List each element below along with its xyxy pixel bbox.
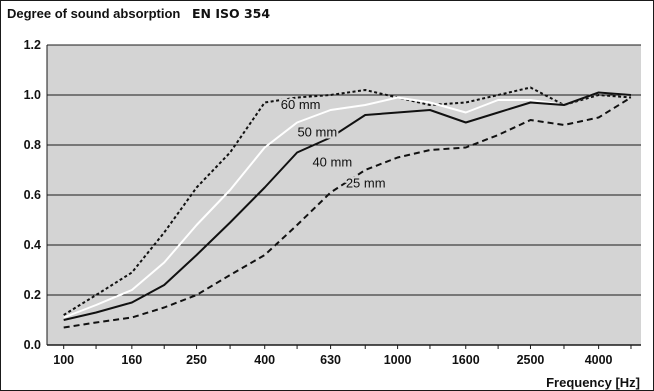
series-line xyxy=(63,91,632,319)
y-tick-label: 0.2 xyxy=(24,288,41,302)
x-tick-label: 4000 xyxy=(585,353,613,367)
y-tick-label: 0.4 xyxy=(24,238,41,252)
series-label: 60 mm xyxy=(281,97,321,112)
y-tick-label: 1.0 xyxy=(24,88,41,102)
x-tick-label: 630 xyxy=(320,353,341,367)
x-tick-label: 400 xyxy=(254,353,275,367)
x-tick-label: 1000 xyxy=(384,353,412,367)
y-tick-label: 0.6 xyxy=(24,188,41,202)
series-label: 25 mm xyxy=(346,176,386,191)
x-tick-label: 2500 xyxy=(517,353,545,367)
series-line xyxy=(63,86,632,316)
y-tick-label: 1.2 xyxy=(24,38,41,52)
series-labels: 60 mm 50 mm 40 mm 25 mm xyxy=(279,95,388,193)
x-tick-label: 160 xyxy=(121,353,142,367)
series-label: 50 mm xyxy=(297,124,337,139)
y-tick-label: 0.0 xyxy=(24,338,41,352)
x-tick-label: 1600 xyxy=(452,353,480,367)
series-label: 40 mm xyxy=(312,154,352,169)
x-axis-label: Frequency [Hz] xyxy=(546,375,640,390)
chart-title: Degree of sound absorption xyxy=(7,6,180,21)
axis-ticks: 0.0 0.2 0.4 0.6 0.8 1.0 1.2 100 160 250 400 630 1000… xyxy=(24,38,613,367)
series-line xyxy=(63,91,632,321)
series-lines xyxy=(63,86,632,329)
x-tick-label: 250 xyxy=(186,353,207,367)
chart-subtitle: EN ISO 354 xyxy=(192,6,270,21)
x-tick-label: 100 xyxy=(53,353,74,367)
grid-lines xyxy=(46,44,641,349)
y-tick-label: 0.8 xyxy=(24,138,41,152)
